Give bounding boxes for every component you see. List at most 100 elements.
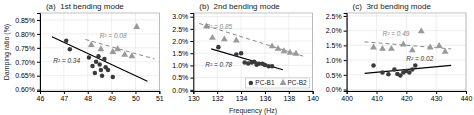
point	[436, 42, 443, 48]
tick: 1.0%	[326, 57, 347, 64]
tick: 2.5%	[172, 26, 193, 33]
trend-line	[199, 23, 303, 56]
grid	[40, 13, 159, 91]
tick-label: 49	[108, 95, 116, 102]
tick-label: 2.0%	[326, 27, 342, 34]
annotation: R² = 0.49	[382, 30, 409, 37]
point	[410, 67, 415, 72]
tick-label: 0.0%	[326, 86, 342, 93]
point	[106, 68, 111, 73]
axis-line	[41, 92, 160, 95]
y-axis: 0.0%0.5%1.0%1.5%2.0%2.5%3.0%	[172, 13, 193, 93]
grid-line	[347, 45, 466, 46]
point	[409, 46, 416, 52]
y-axis-title: Damping ratio (%)	[3, 24, 11, 80]
grid	[193, 13, 312, 91]
tick-label: 0.60%	[15, 86, 35, 93]
annotation: R² = 0.34	[53, 57, 80, 64]
point	[442, 48, 449, 54]
tick: 400	[341, 91, 353, 102]
tick-label: 138	[283, 95, 295, 102]
tick-mark	[190, 90, 193, 91]
tick: 2.0%	[172, 38, 193, 45]
annotation: R² = 0.78	[205, 61, 232, 68]
tick-mark	[190, 41, 193, 42]
legend-box	[245, 78, 309, 88]
panel: 4647484950510.60%0.65%0.70%0.75%0.80%0.8…	[3, 2, 164, 102]
point	[234, 52, 239, 57]
legend-label: PC-B2	[288, 79, 308, 86]
tick: 0.75%	[15, 45, 40, 52]
tick: 0.60%	[15, 86, 40, 93]
tick-mark	[37, 76, 40, 77]
point	[371, 63, 376, 68]
tick-label: 0.65%	[15, 72, 35, 79]
tick: 2.0%	[326, 27, 347, 34]
tick: 140	[307, 91, 319, 102]
tick-label: 134	[236, 95, 248, 102]
tick-mark	[241, 91, 242, 94]
point	[97, 62, 102, 67]
point	[87, 55, 92, 60]
tick: 138	[283, 91, 295, 102]
tick: 440	[461, 91, 473, 102]
grid	[347, 13, 466, 91]
tick-mark	[37, 20, 40, 21]
tick-mark	[190, 53, 193, 54]
tick-mark	[217, 91, 218, 94]
tick-label: 46	[37, 95, 45, 102]
point	[418, 27, 425, 33]
tick-mark	[190, 78, 193, 79]
point	[216, 45, 221, 50]
trend-line	[365, 42, 452, 49]
title: (a) 1st bending mode	[46, 2, 124, 11]
tick-mark	[313, 91, 314, 94]
tick: 0.0%	[172, 87, 193, 94]
tick-label: 0.85%	[15, 17, 35, 24]
tick-label: 0.5%	[326, 72, 342, 79]
grid-line	[63, 13, 64, 91]
point	[392, 67, 397, 72]
point	[287, 49, 294, 55]
tick-mark	[112, 91, 113, 94]
tick-label: 0.80%	[15, 31, 35, 38]
axis-line	[190, 14, 194, 92]
tick-label: 410	[371, 95, 383, 102]
tick-label: 1.0%	[326, 57, 342, 64]
tick-mark	[37, 48, 40, 49]
tick: 130	[188, 91, 200, 102]
tick-label: 430	[431, 95, 443, 102]
point	[380, 70, 385, 75]
tick-mark	[289, 91, 290, 94]
plot-frame	[347, 13, 466, 91]
plot-area	[199, 22, 303, 69]
point	[270, 64, 275, 69]
tick-label: 0.70%	[15, 58, 35, 65]
grid-line	[347, 74, 466, 75]
grid-line	[193, 16, 312, 17]
tick-mark	[344, 45, 347, 46]
x-axis: 400410420430440	[341, 91, 472, 102]
tick: 134	[236, 91, 248, 102]
tick: 430	[431, 91, 443, 102]
grid-line	[406, 13, 407, 91]
legend-marker	[280, 79, 287, 85]
annotation: R² = 0.85	[205, 23, 232, 30]
tick-mark	[159, 91, 160, 94]
x-axis: 130132134136138140	[188, 91, 319, 102]
grid-line	[347, 89, 466, 90]
point	[100, 73, 105, 78]
point	[93, 71, 98, 76]
tick-mark	[344, 90, 347, 91]
point	[233, 37, 240, 43]
tick: 51	[156, 91, 164, 102]
tick-mark	[64, 91, 65, 94]
panel: 1301321341361381400.0%0.5%1.0%1.5%2.0%2.…	[172, 2, 319, 115]
point	[386, 72, 391, 77]
tick-label: 3.0%	[172, 13, 188, 20]
tick-mark	[37, 62, 40, 63]
tick-label: 48	[84, 95, 92, 102]
point	[94, 59, 99, 64]
point	[269, 42, 276, 48]
chart: 4647484950510.60%0.65%0.70%0.75%0.80%0.8…	[0, 0, 474, 115]
